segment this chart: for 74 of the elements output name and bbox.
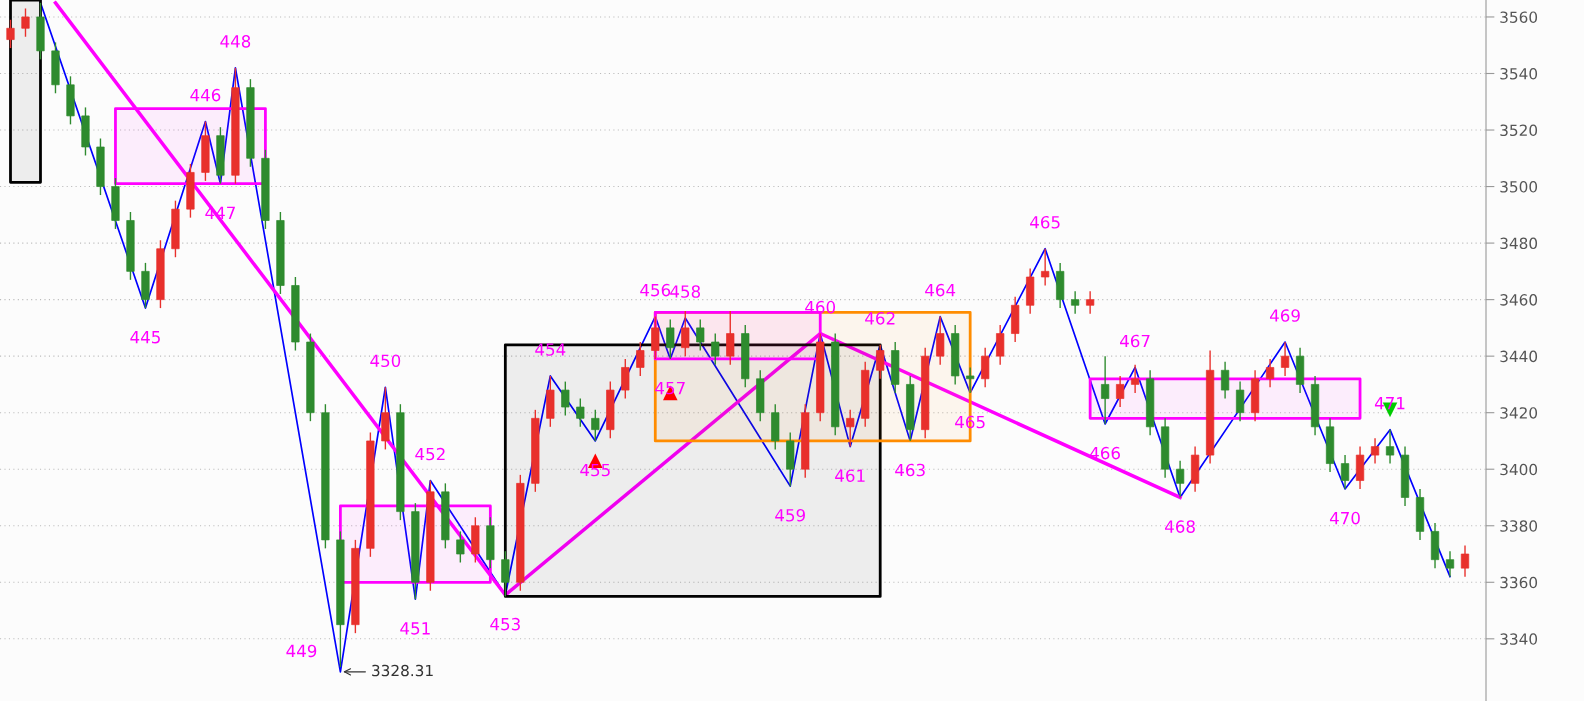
candlestick — [666, 318, 675, 360]
annotation: 450 — [370, 354, 401, 368]
candlestick — [21, 7, 30, 38]
candlestick — [1086, 290, 1095, 315]
annotation: 465 — [1030, 215, 1060, 229]
annotation: 469 — [1269, 309, 1300, 322]
candlestick — [1101, 355, 1110, 425]
annotation: 454 — [535, 343, 566, 356]
annotation: 461 — [835, 469, 865, 482]
annotation: 468 — [1165, 520, 1195, 533]
y-tick-label: 3400 — [1500, 463, 1538, 476]
candlestick — [1370, 437, 1380, 465]
annotation: 452 — [415, 447, 445, 461]
annotation: 471 — [1374, 397, 1405, 410]
candlestick — [1280, 341, 1290, 377]
y-tick-label: 3420 — [1500, 407, 1538, 419]
candlestick — [966, 366, 975, 394]
candlestick — [651, 315, 660, 360]
candlestick — [1041, 248, 1050, 287]
annotation: 458 — [670, 285, 701, 298]
candlestick — [1176, 460, 1185, 499]
candlestick — [501, 550, 510, 598]
candlestick — [621, 358, 630, 400]
candlestick — [6, 19, 15, 49]
annotation: 467 — [1120, 334, 1150, 348]
y-tick-label: 3540 — [1500, 67, 1538, 80]
annotation: 462 — [865, 312, 895, 325]
y-tick-label: 3480 — [1500, 237, 1538, 250]
candlestick — [1116, 375, 1125, 408]
y-tick-label: 3520 — [1500, 124, 1538, 137]
annotation: 448 — [220, 35, 251, 48]
annotation: 463 — [895, 463, 925, 477]
candlestick — [1445, 550, 1455, 578]
annotation: 449 — [286, 644, 317, 658]
y-tick-label: 3440 — [1500, 350, 1538, 363]
annotation: 3328.31 — [372, 664, 433, 677]
annotation: 446 — [190, 88, 221, 102]
y-tick-label: 3560 — [1500, 11, 1538, 23]
y-tick-label: 3360 — [1500, 576, 1538, 589]
candlestick — [1265, 358, 1275, 388]
candlestick — [1460, 544, 1470, 578]
y-tick-label: 3460 — [1500, 294, 1538, 306]
annotation: 466 — [1090, 446, 1120, 460]
candlestick — [996, 324, 1005, 366]
candlestick — [561, 380, 570, 417]
candlestick — [846, 409, 855, 448]
candlestick — [591, 409, 600, 442]
annotation: 445 — [130, 331, 160, 344]
candlestick — [696, 318, 705, 352]
candlestick — [456, 530, 465, 564]
candlestick — [1235, 380, 1245, 422]
candlestick — [936, 315, 945, 366]
y-tick-label: 3380 — [1500, 520, 1538, 532]
candlestick — [1385, 428, 1395, 465]
candlestick — [726, 310, 735, 366]
annotation: 459 — [775, 508, 805, 522]
annotation: 453 — [490, 617, 520, 631]
candlestick — [1340, 454, 1350, 490]
candlestick — [1071, 290, 1080, 315]
candlestick — [576, 397, 585, 428]
annotation: 455 — [580, 463, 610, 477]
annotation: 451 — [400, 622, 430, 635]
candlestick — [681, 310, 690, 357]
y-tick-label: 3500 — [1500, 181, 1538, 193]
y-tick-label: 3340 — [1500, 633, 1538, 645]
candlestick — [636, 341, 645, 377]
annotation: 464 — [925, 283, 956, 297]
candlestick — [1220, 361, 1230, 400]
candlestick — [981, 346, 990, 388]
candlestick — [1131, 363, 1140, 394]
annotation: 456 — [640, 283, 671, 297]
candlestick — [711, 332, 720, 366]
annotation: 470 — [1329, 511, 1360, 525]
candlestick — [876, 344, 885, 380]
